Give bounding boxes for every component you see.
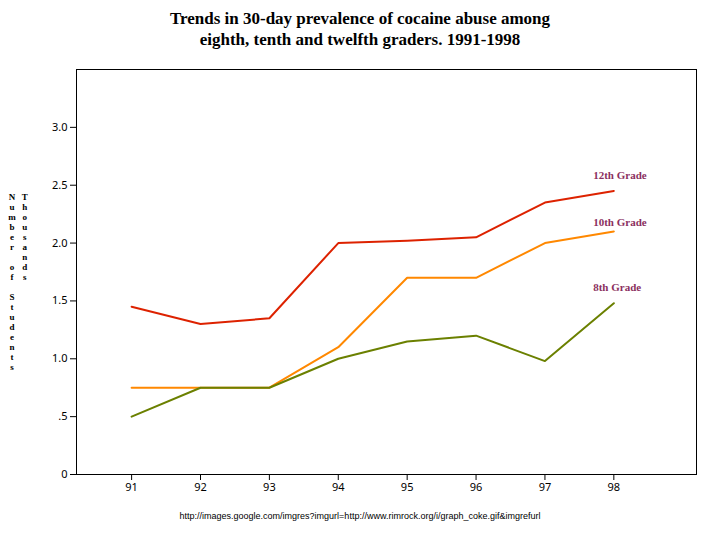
html-text:T: T [21, 191, 28, 202]
html-text:n: n [22, 251, 28, 262]
html-text:r: r [10, 241, 14, 252]
svg-text:93: 93 [263, 479, 276, 494]
html-text:d: d [22, 261, 28, 272]
svg-text:10th Grade: 10th Grade [593, 216, 647, 228]
html-text:d: d [9, 321, 15, 332]
html-text:u: u [22, 221, 28, 232]
html-text:s: s [23, 231, 27, 242]
svg-text:12th Grade: 12th Grade [593, 169, 647, 181]
svg-text:96: 96 [470, 479, 483, 494]
html-text:h: h [22, 201, 28, 212]
svg-text:.5: .5 [58, 408, 67, 423]
html-text:u: u [9, 311, 15, 322]
svg-text:98: 98 [608, 479, 621, 494]
svg-text:8th Grade: 8th Grade [593, 281, 641, 293]
html-text:S: S [9, 291, 15, 302]
html-text:s: s [10, 361, 14, 372]
html-text:e: e [10, 231, 14, 242]
svg-text:94: 94 [332, 479, 345, 494]
html-text:Trends in 30-day prevalence of: Trends in 30-day prevalence of cocaine a… [169, 9, 551, 49]
svg-text:1.0: 1.0 [52, 350, 68, 365]
svg-text:2.5: 2.5 [52, 177, 68, 192]
svg-text:3.0: 3.0 [52, 119, 68, 134]
svg-text:0: 0 [61, 466, 67, 481]
html-text:a: a [22, 241, 27, 252]
html-text:u: u [9, 201, 15, 212]
svg-text:1.5: 1.5 [52, 292, 68, 307]
html-text:m: m [8, 211, 16, 222]
svg-text:97: 97 [539, 479, 552, 494]
svg-text:92: 92 [194, 479, 207, 494]
html-text:N: N [8, 191, 16, 202]
html-text:s: s [23, 271, 27, 282]
svg-text:91: 91 [125, 479, 138, 494]
html-text:e: e [10, 331, 14, 342]
html-text:n: n [9, 341, 15, 352]
html-text:t: t [10, 351, 14, 362]
svg-text:95: 95 [401, 479, 414, 494]
html-text:b: b [9, 221, 15, 232]
html-text:o: o [9, 261, 15, 272]
html-text:http://images.google.com/imgre: http://images.google.com/imgres?imgurl=h… [179, 511, 541, 521]
html-text:t: t [10, 301, 14, 312]
svg-text:2.0: 2.0 [52, 235, 68, 250]
html-text:o: o [22, 211, 27, 222]
html-text:f: f [10, 271, 14, 282]
